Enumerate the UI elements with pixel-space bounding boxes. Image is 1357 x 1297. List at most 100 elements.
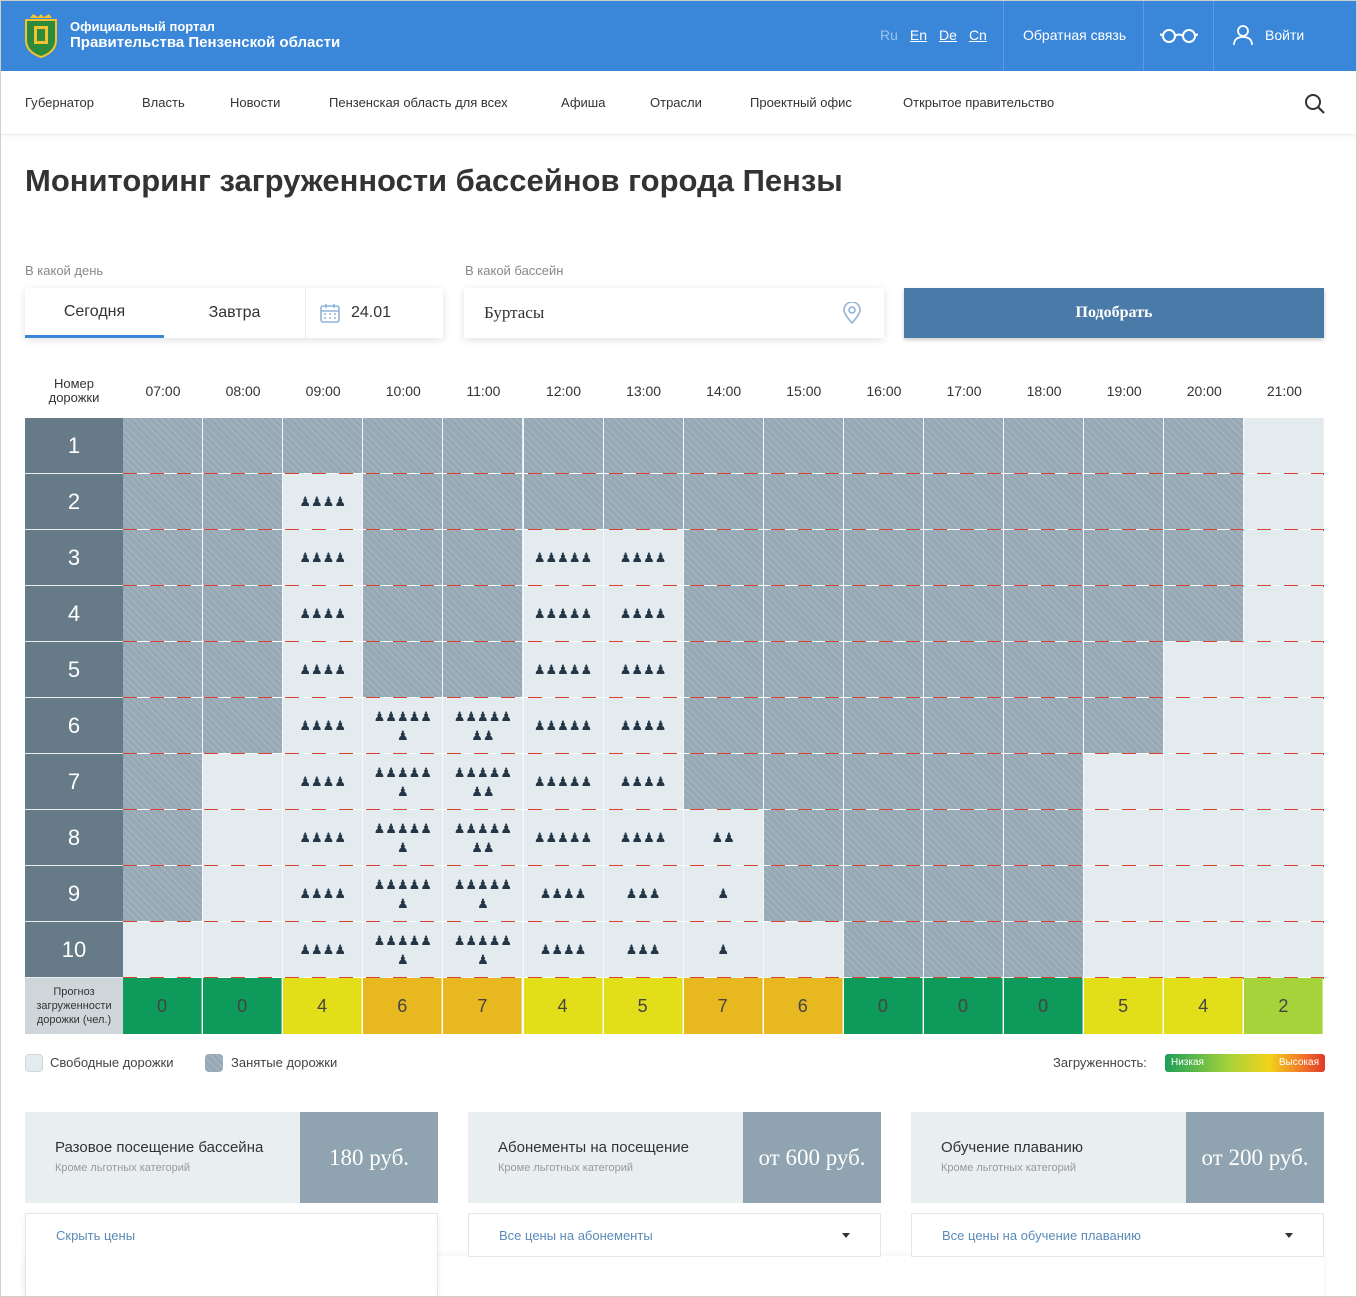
busy-slot xyxy=(1004,866,1084,921)
busy-slot xyxy=(203,642,283,697)
nav-governor[interactable]: Губернатор xyxy=(25,95,94,110)
busy-slot xyxy=(203,586,283,641)
search-icon[interactable] xyxy=(1304,93,1326,115)
busy-slot xyxy=(843,698,923,753)
busy-slot xyxy=(123,586,202,641)
nav-industries[interactable]: Отрасли xyxy=(650,95,702,110)
swimmer-icons: ♟♟♟♟♟ xyxy=(373,820,432,836)
calendar-icon[interactable] xyxy=(319,302,341,324)
hour-divider xyxy=(1163,418,1165,978)
feedback-link[interactable]: Обратная связь xyxy=(1023,27,1127,43)
lang-cn[interactable]: Cn xyxy=(968,27,987,43)
swimmer-icons: ♟♟♟♟ xyxy=(539,942,587,957)
busy-slot xyxy=(924,922,1003,977)
free-slot xyxy=(1244,474,1324,529)
swimmer-icons: ♟♟♟♟ xyxy=(299,494,346,509)
busy-slot xyxy=(763,698,843,753)
free-slot xyxy=(1164,698,1244,753)
free-slot: ♟♟♟♟ xyxy=(603,810,683,865)
hour-header: 19:00 xyxy=(1106,383,1142,399)
brand-line-1[interactable]: Официальный портал xyxy=(70,19,215,34)
caret-down-icon xyxy=(842,1233,850,1238)
busy-slot xyxy=(1004,418,1084,473)
page-title: Мониторинг загруженности бассейнов город… xyxy=(25,163,843,198)
pool-input[interactable] xyxy=(484,288,824,338)
price-card-value: от 600 руб. xyxy=(740,1112,881,1203)
busy-slot xyxy=(763,530,843,585)
nav-open-government[interactable]: Открытое правительство xyxy=(903,95,1055,110)
lang-ru[interactable]: Ru xyxy=(880,27,898,43)
load-label: Загруженность: xyxy=(1053,1055,1147,1070)
lessons-prices-dropdown[interactable]: Все цены на обучение плаванию xyxy=(911,1213,1324,1257)
free-slot: ♟♟♟♟ xyxy=(283,922,363,977)
busy-slot xyxy=(683,642,763,697)
tab-today[interactable]: Сегодня xyxy=(25,288,164,338)
hour-divider xyxy=(1083,418,1085,978)
free-slot: ♟♟♟♟ xyxy=(603,530,683,585)
free-slot xyxy=(1244,418,1324,473)
coat-of-arms-logo[interactable] xyxy=(22,14,60,58)
busy-slot xyxy=(763,474,843,529)
hour-divider xyxy=(682,418,684,978)
nav-news[interactable]: Новости xyxy=(230,95,281,110)
price-card-subtitle: Кроме льготных категорий xyxy=(55,1162,191,1174)
header-divider xyxy=(1143,0,1144,71)
busy-slot xyxy=(363,642,443,697)
forecast-cell: 4 xyxy=(1164,978,1244,1034)
free-slot: ♟♟♟♟ xyxy=(283,698,363,753)
swimmer-icons: ♟ xyxy=(396,951,409,967)
nav-region-for-all[interactable]: Пензенская область для всех xyxy=(329,95,508,110)
busy-slot xyxy=(123,530,202,585)
busy-slot xyxy=(843,810,923,865)
busy-slot xyxy=(683,754,763,809)
hide-prices-toggle[interactable]: Скрыть цены xyxy=(25,1213,438,1297)
pool-selector xyxy=(464,288,884,338)
hour-header: 18:00 xyxy=(1026,383,1062,399)
user-icon[interactable] xyxy=(1233,24,1253,46)
submit-button[interactable]: Подобрать xyxy=(904,288,1324,338)
busy-slot xyxy=(924,642,1003,697)
lang-de[interactable]: De xyxy=(939,27,957,43)
date-picker[interactable]: 24.01 xyxy=(305,288,443,338)
nav-authority[interactable]: Власть xyxy=(142,95,185,110)
hour-divider xyxy=(362,418,364,978)
subscription-prices-dropdown[interactable]: Все цены на абонементы xyxy=(468,1213,881,1257)
free-slot xyxy=(1164,866,1244,921)
free-slot: ♟♟♟♟♟ xyxy=(523,530,603,585)
lane-number: 2 xyxy=(25,474,123,529)
busy-slot xyxy=(203,530,283,585)
busy-slot xyxy=(1004,586,1084,641)
busy-slot xyxy=(843,642,923,697)
busy-slot xyxy=(523,418,603,473)
swimmer-icons: ♟♟♟♟♟ xyxy=(533,830,593,845)
hour-divider xyxy=(602,418,604,978)
free-slot: ♟♟♟♟ xyxy=(603,754,683,809)
hour-header: 13:00 xyxy=(626,383,662,399)
forecast-cell: 5 xyxy=(603,978,683,1034)
busy-slot xyxy=(123,698,202,753)
login-link[interactable]: Войти xyxy=(1265,27,1305,43)
tab-tomorrow[interactable]: Завтра xyxy=(208,304,261,321)
free-slot xyxy=(1244,866,1324,921)
location-pin-icon[interactable] xyxy=(842,302,862,324)
free-slot: ♟♟♟♟ xyxy=(283,642,363,697)
accessibility-glasses-icon[interactable] xyxy=(1160,26,1198,46)
forecast-cell: 5 xyxy=(1084,978,1164,1034)
lang-en[interactable]: En xyxy=(909,27,928,43)
busy-slot xyxy=(443,642,523,697)
brand-line-2[interactable]: Правительства Пензенской области xyxy=(70,34,341,51)
nav-project-office[interactable]: Проектный офис xyxy=(750,95,852,110)
price-card-value: от 200 руб. xyxy=(1183,1112,1324,1203)
price-card-subtitle: Кроме льготных категорий xyxy=(498,1162,634,1174)
swimmer-icons: ♟♟♟♟♟ xyxy=(533,606,593,621)
free-slot xyxy=(1244,810,1324,865)
busy-slot xyxy=(843,474,923,529)
free-slot: ♟♟♟♟♟ ♟♟ xyxy=(443,810,523,865)
busy-slot xyxy=(763,586,843,641)
swimmer-icons: ♟ xyxy=(717,886,730,901)
nav-events[interactable]: Афиша xyxy=(561,95,606,110)
busy-slot xyxy=(1004,754,1084,809)
hour-divider xyxy=(923,418,924,978)
forecast-cell: 4 xyxy=(523,978,603,1034)
busy-slot xyxy=(924,586,1003,641)
